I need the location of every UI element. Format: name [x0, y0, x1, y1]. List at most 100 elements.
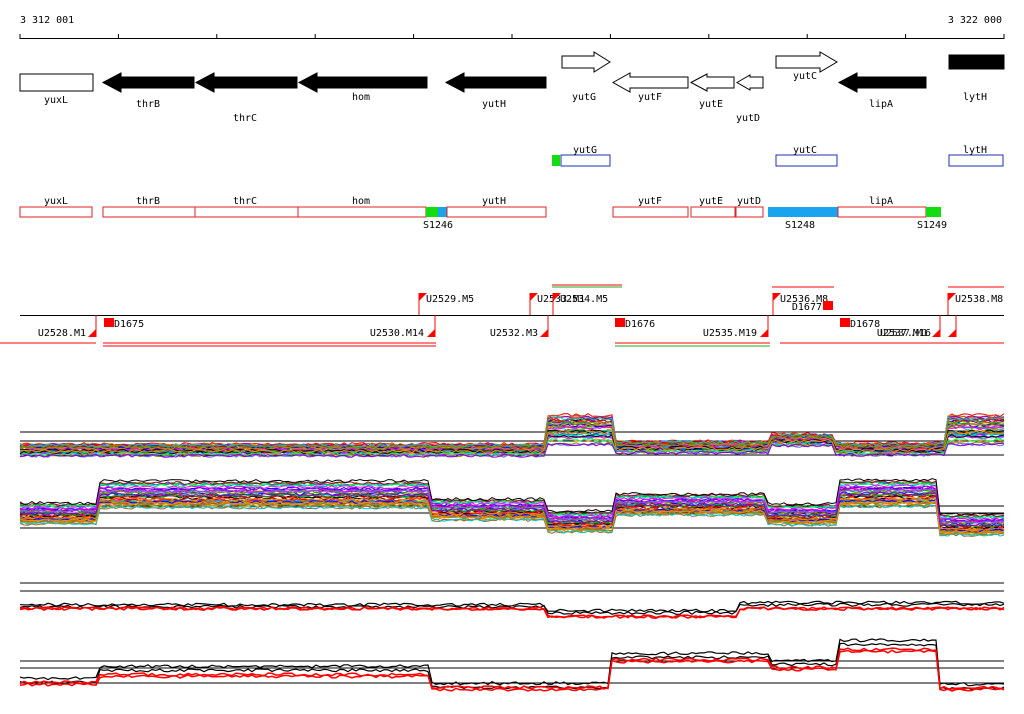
gene-track: yuxL thrB thrC hom yutH yutG yutF yutE y…	[19, 51, 1005, 124]
expression-trace	[19, 496, 1005, 531]
plus-box-label-yutG: yutG	[573, 145, 597, 156]
segment-green-marker	[552, 155, 560, 166]
gene-arrow-thrC[interactable]	[194, 72, 298, 93]
gene-label-thrC: thrC	[233, 113, 257, 124]
gene-arrow-yutC[interactable]	[775, 51, 838, 73]
ruler-ticks	[19, 34, 1005, 39]
feature-d1675[interactable]: D1675	[104, 318, 144, 330]
expression-trace	[19, 484, 1004, 521]
flag-u2529[interactable]: U2529.M5	[418, 293, 474, 315]
gene-arrow-yutH[interactable]	[444, 72, 547, 93]
feature-label-u2537-a: U2537.M16	[877, 328, 931, 339]
gene-label-yutE: yutE	[699, 99, 723, 110]
expression-trace	[19, 649, 1005, 692]
gene-arrow-thrB[interactable]	[101, 72, 195, 93]
feature-d1678[interactable]: D1678	[840, 318, 880, 330]
gene-label-thrB: thrB	[136, 99, 160, 110]
minus-box-hom[interactable]	[297, 206, 427, 218]
ruler-end-label: 3 322 000	[948, 15, 1002, 26]
minus-box-yutH[interactable]	[446, 206, 547, 218]
gene-label-yutG: yutG	[572, 92, 596, 103]
minus-box-label-thrB: thrB	[136, 196, 160, 207]
expression-trace	[19, 478, 1005, 516]
minus-strand-track: yuxL thrB thrC hom yutH S1246 yutF yutE …	[19, 196, 947, 231]
minus-box-lipA[interactable]	[837, 206, 927, 218]
minus-box-label-yutF: yutF	[638, 196, 662, 207]
expression-mean-bottom	[19, 638, 1005, 692]
flag-u2528[interactable]: U2528.M1	[38, 315, 97, 339]
feature-label-u2532: U2532.M3	[490, 328, 538, 339]
minus-box-label-thrC: thrC	[233, 196, 257, 207]
gene-label-yutH: yutH	[482, 99, 506, 110]
flag-u2538[interactable]: U2538.M8	[947, 293, 1003, 315]
minus-box-label-lipA: lipA	[869, 196, 893, 207]
minus-box-thrB[interactable]	[102, 206, 196, 218]
gene-label-yutF: yutF	[638, 92, 662, 103]
gene-arrow-lytH[interactable]	[948, 54, 1005, 70]
expression-trace	[19, 488, 1005, 524]
feature-label-d1676: D1676	[625, 319, 655, 330]
minus-box-label-yutD: yutD	[737, 196, 761, 207]
expression-traces-bottom	[19, 478, 1005, 537]
expression-traces-top	[19, 413, 1005, 458]
expression-trace	[19, 486, 1005, 523]
expression-panel-mean-top	[19, 582, 1005, 619]
gene-label-yutC: yutC	[793, 71, 817, 82]
flag-u2536[interactable]: U2536.M8	[772, 293, 828, 315]
segment-blue-s1248	[768, 207, 838, 217]
gene-arrow-yutD[interactable]	[735, 74, 764, 91]
minus-box-label-hom: hom	[352, 196, 370, 207]
flag-u2533[interactable]: U2533.M1	[529, 293, 585, 315]
plus-box-yutC[interactable]	[775, 154, 838, 167]
minus-box-yutF[interactable]	[612, 206, 689, 218]
ruler-start-label: 3 312 001	[20, 15, 74, 26]
feature-label-u2534: U2534.M5	[560, 294, 608, 305]
plus-strand-track: yutG yutC lytH	[552, 145, 1004, 167]
feature-label-u2529: U2529.M5	[426, 294, 474, 305]
feature-label-d1677: D1677	[792, 302, 822, 313]
plus-box-lytH[interactable]	[948, 154, 1004, 167]
feature-d1676[interactable]: D1676	[615, 318, 655, 330]
expression-trace	[19, 606, 1005, 619]
expression-trace	[19, 606, 1005, 619]
expression-panel-mean-bottom	[19, 638, 1005, 692]
feature-track: U2529.M5 U2533.M1 U2534.M5 U2536.M8 D167…	[0, 284, 1004, 347]
flag-u2532[interactable]: U2532.M3	[490, 315, 549, 339]
expression-panel-multicolor-bottom	[19, 478, 1005, 537]
minus-box-yuxL[interactable]	[19, 206, 93, 218]
feature-label-d1678: D1678	[850, 319, 880, 330]
gene-arrow-lipA[interactable]	[837, 72, 927, 93]
feature-d1677[interactable]: D1677	[792, 301, 833, 313]
segment-label-s1246: S1246	[423, 220, 453, 231]
expression-panel-multicolor-top	[19, 413, 1005, 458]
gene-arrow-yutE[interactable]	[689, 73, 735, 92]
coordinate-ruler: 3 312 001 3 322 000	[19, 15, 1005, 39]
flag-u2534[interactable]: U2534.M5	[552, 293, 608, 315]
gene-label-lipA: lipA	[869, 99, 893, 110]
plus-box-yutG[interactable]	[560, 154, 611, 167]
minus-box-label-yuxL: yuxL	[44, 196, 68, 207]
expression-trace	[19, 489, 1005, 525]
gene-arrow-yutF[interactable]	[611, 72, 689, 93]
expression-mean-top	[19, 600, 1005, 619]
minus-box-yutD[interactable]	[735, 206, 764, 218]
expression-trace	[19, 504, 1005, 537]
flag-u2530[interactable]: U2530.M14	[370, 315, 436, 339]
minus-box-yutE[interactable]	[690, 206, 736, 218]
flag-u2537-a[interactable]: U2537.M16	[877, 315, 941, 339]
expression-trace	[19, 499, 1005, 534]
expression-trace	[19, 638, 1005, 687]
expression-trace	[19, 429, 1005, 453]
expression-trace	[19, 482, 1005, 520]
flag-u2537-b[interactable]: U2537.M1	[880, 315, 957, 339]
segment-green-s1249	[926, 207, 941, 217]
gene-arrow-yutG[interactable]	[561, 51, 611, 73]
minus-box-thrC[interactable]	[194, 206, 299, 218]
gene-arrow-yuxL[interactable]	[19, 73, 94, 92]
segment-green-s1246	[426, 207, 438, 217]
expression-trace	[19, 600, 1005, 613]
flag-u2535[interactable]: U2535.M19	[703, 315, 769, 339]
gene-arrow-hom[interactable]	[297, 72, 428, 93]
expression-trace	[19, 492, 1005, 528]
